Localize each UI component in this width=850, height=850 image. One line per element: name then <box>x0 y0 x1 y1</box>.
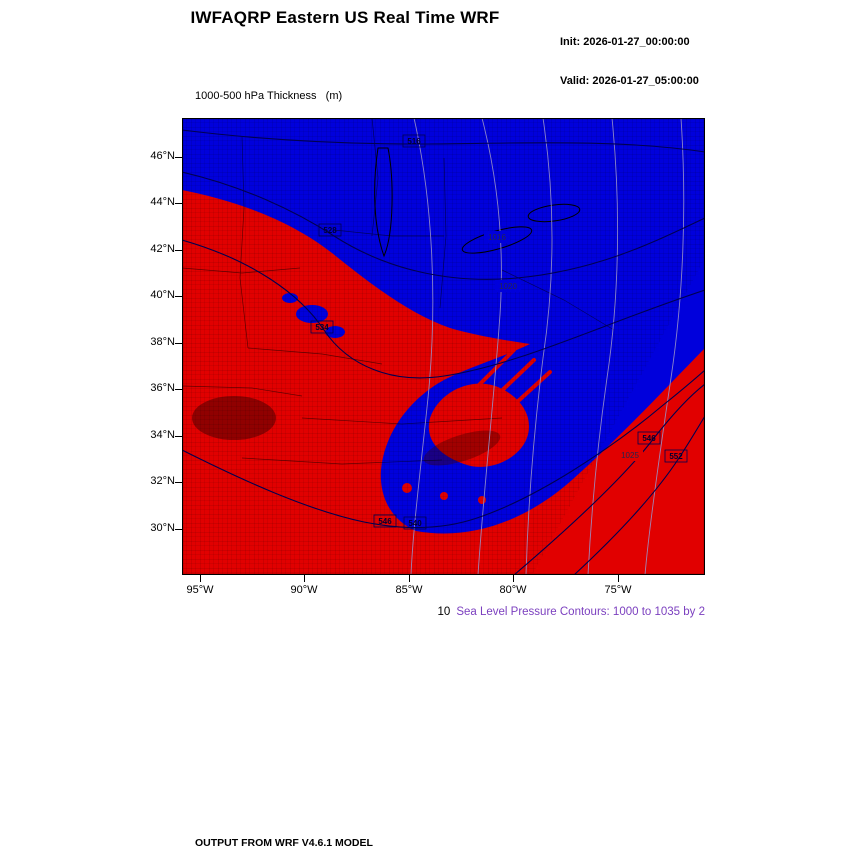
svg-text:1025: 1025 <box>621 451 639 460</box>
model-info-line1: OUTPUT FROM WRF V4.6.1 MODEL <box>195 837 373 849</box>
lon-label-95w: 95°W <box>186 584 214 596</box>
lat-label-32n: 32°N <box>150 475 175 487</box>
lat-tick <box>175 436 182 437</box>
lon-label-80w: 80°W <box>499 584 527 596</box>
lat-label-30n: 30°N <box>150 522 175 534</box>
contour-label: 1020 <box>495 280 521 292</box>
svg-text:546: 546 <box>378 517 392 526</box>
contour-label: 540 <box>403 516 427 530</box>
svg-text:546: 546 <box>642 434 656 443</box>
svg-text:1016: 1016 <box>488 233 506 242</box>
lat-label-44n: 44°N <box>150 196 175 208</box>
lon-tick <box>409 575 410 582</box>
contour-label: 516 <box>402 134 426 148</box>
page-title: IWFAQRP Eastern US Real Time WRF <box>190 8 500 27</box>
run-info: Init: 2026-01-27_00:00:00 Valid: 2026-01… <box>560 10 699 114</box>
svg-text:552: 552 <box>669 452 683 461</box>
lat-tick <box>175 389 182 390</box>
clipped-contour-label: 10 <box>437 606 451 618</box>
valid-time: Valid: 2026-01-27_05:00:00 <box>560 75 699 87</box>
lat-label-40n: 40°N <box>150 289 175 301</box>
svg-text:540: 540 <box>408 519 422 528</box>
legend-line-thickness-1: 1000-500 hPa Thickness (m) <box>195 90 343 102</box>
lat-label-36n: 36°N <box>150 382 175 394</box>
contour-label: 534 <box>310 320 334 334</box>
contour-label: 1025 <box>617 449 643 461</box>
lon-label-85w: 85°W <box>395 584 423 596</box>
lat-tick <box>175 157 182 158</box>
lon-tick <box>304 575 305 582</box>
lat-tick <box>175 343 182 344</box>
lat-tick <box>175 482 182 483</box>
lon-tick <box>618 575 619 582</box>
lat-tick <box>175 529 182 530</box>
lon-label-75w: 75°W <box>604 584 632 596</box>
wrf-map-svg: 516 528 534 546 540 <box>181 117 706 576</box>
contour-label: 546 <box>373 514 397 528</box>
model-info: OUTPUT FROM WRF V4.6.1 MODEL WE = 310 ; … <box>195 811 623 850</box>
lat-tick <box>175 203 182 204</box>
state-borders <box>181 117 615 465</box>
lat-tick <box>175 250 182 251</box>
lon-label-90w: 90°W <box>290 584 318 596</box>
caption: 10 Sea Level Pressure Contours: 1000 to 1… <box>182 606 705 618</box>
svg-text:1020: 1020 <box>499 282 517 291</box>
map-frame <box>181 117 706 576</box>
county-grid <box>182 118 705 575</box>
contour-label: 552 <box>664 449 688 463</box>
contour-label: 528 <box>318 223 342 237</box>
lat-label-34n: 34°N <box>150 429 175 441</box>
init-time: Init: 2026-01-27_00:00:00 <box>560 36 690 48</box>
lon-tick <box>200 575 201 582</box>
caption-text: Sea Level Pressure Contours: 1000 to 103… <box>456 606 705 618</box>
thickness-contour-labels: 516 528 534 546 540 <box>310 134 688 530</box>
svg-text:528: 528 <box>323 226 337 235</box>
contour-label: 546 <box>637 431 661 445</box>
map-plot-area: 516 528 534 546 540 <box>181 117 706 576</box>
lat-label-42n: 42°N <box>150 243 175 255</box>
contour-label: 1016 <box>484 231 510 243</box>
svg-text:534: 534 <box>315 323 329 332</box>
svg-text:516: 516 <box>407 137 421 146</box>
pressure-contours <box>410 117 685 576</box>
lat-label-46n: 46°N <box>150 150 175 162</box>
lat-tick <box>175 296 182 297</box>
pressure-contour-labels: 1016 1020 1025 <box>484 231 643 461</box>
lat-label-38n: 38°N <box>150 336 175 348</box>
lon-tick <box>513 575 514 582</box>
